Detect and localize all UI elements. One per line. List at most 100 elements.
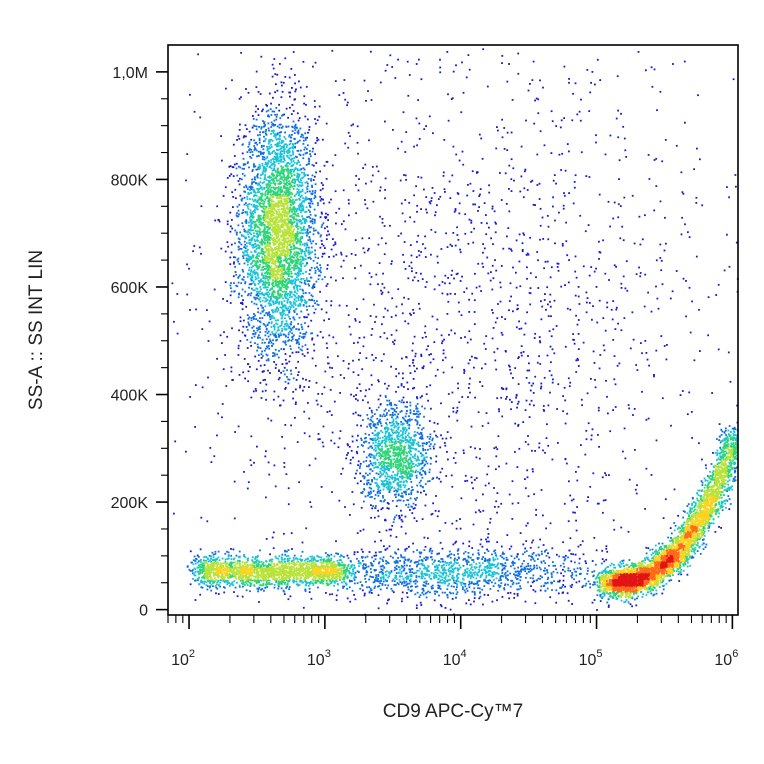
- event-dot: [500, 502, 503, 505]
- event-dot: [310, 178, 313, 180]
- event-dot: [533, 404, 535, 407]
- event-dot: [292, 145, 295, 147]
- event-dot: [685, 315, 687, 318]
- event-dot: [370, 563, 373, 565]
- event-dot: [407, 588, 410, 591]
- event-dot: [248, 323, 250, 326]
- event-dot: [370, 571, 372, 574]
- event-dot: [638, 266, 640, 269]
- event-dot: [245, 128, 248, 130]
- event-dot: [259, 331, 262, 334]
- event-dot: [508, 300, 511, 302]
- event-dot: [408, 488, 410, 490]
- event-dot: [659, 257, 662, 259]
- event-dot: [249, 209, 252, 212]
- event-dot: [250, 203, 253, 206]
- event-dot: [250, 464, 253, 467]
- event-dot: [517, 566, 519, 569]
- event-dot: [375, 577, 377, 579]
- event-dot: [275, 107, 278, 109]
- event-dot: [352, 412, 355, 415]
- event-dot: [615, 308, 618, 311]
- event-dot: [373, 497, 376, 500]
- event-dot: [546, 260, 549, 263]
- event-dot: [482, 243, 484, 245]
- event-dot: [480, 137, 483, 140]
- event-dot: [428, 441, 431, 443]
- event-dot: [374, 579, 376, 581]
- event-dot: [249, 148, 251, 150]
- event-dot: [620, 526, 623, 529]
- event-dot: [208, 554, 211, 557]
- event-dot: [693, 359, 696, 362]
- event-dot: [424, 235, 426, 238]
- event-dot: [419, 555, 421, 558]
- event-dot: [437, 510, 440, 513]
- event-dot: [503, 588, 506, 591]
- event-dot: [299, 86, 302, 89]
- event-dot: [473, 574, 476, 576]
- event-dot: [244, 334, 247, 337]
- event-dot: [531, 449, 533, 452]
- event-dot: [272, 531, 275, 534]
- event-dot: [247, 294, 249, 297]
- event-dot: [231, 79, 233, 82]
- event-dot: [234, 271, 237, 273]
- event-dot: [524, 570, 526, 572]
- event-dot: [731, 488, 734, 491]
- event-dot: [299, 164, 301, 166]
- event-dot: [261, 310, 264, 313]
- event-dot: [260, 357, 263, 359]
- event-dot: [433, 341, 436, 343]
- event-dot: [382, 495, 384, 497]
- event-dot: [301, 299, 304, 301]
- event-dot: [412, 361, 414, 364]
- event-dot: [442, 171, 445, 174]
- event-dot: [547, 552, 549, 555]
- event-dot: [268, 115, 270, 118]
- event-dot: [256, 297, 258, 299]
- event-dot: [286, 585, 288, 588]
- event-dot: [410, 489, 413, 492]
- event-dot: [426, 462, 429, 465]
- event-dot: [290, 329, 293, 331]
- event-dot: [301, 349, 303, 352]
- event-dot: [235, 214, 238, 217]
- event-dot: [274, 485, 277, 488]
- event-dot: [447, 277, 449, 279]
- event-dot: [434, 374, 437, 377]
- event-dot: [448, 591, 451, 594]
- event-dot: [513, 573, 515, 576]
- event-dot: [686, 565, 689, 568]
- event-dot: [426, 567, 428, 570]
- event-dot: [261, 291, 264, 294]
- event-dot: [264, 330, 267, 333]
- event-dot: [437, 577, 440, 580]
- event-dot: [284, 341, 286, 344]
- event-dot: [353, 579, 356, 581]
- event-dot: [542, 409, 545, 411]
- event-dot: [238, 329, 240, 332]
- event-dot: [377, 473, 380, 476]
- event-dot: [386, 587, 388, 589]
- event-dot: [533, 337, 536, 339]
- event-dot: [692, 556, 695, 559]
- event-dot: [293, 334, 295, 337]
- event-dot: [306, 228, 309, 231]
- event-dot: [492, 556, 495, 559]
- event-dot: [353, 553, 356, 556]
- event-dot: [524, 322, 527, 325]
- event-dot: [492, 311, 494, 314]
- event-dot: [234, 265, 236, 268]
- event-dot: [462, 588, 464, 590]
- event-dot: [272, 547, 275, 550]
- event-dot: [601, 476, 604, 479]
- event-dot: [273, 352, 276, 355]
- event-dot: [420, 462, 423, 465]
- event-dot: [573, 342, 576, 345]
- event-dot: [543, 569, 545, 572]
- event-dot: [307, 325, 310, 328]
- event-dot: [374, 437, 377, 440]
- event-dot: [306, 190, 309, 193]
- event-dot: [371, 576, 373, 578]
